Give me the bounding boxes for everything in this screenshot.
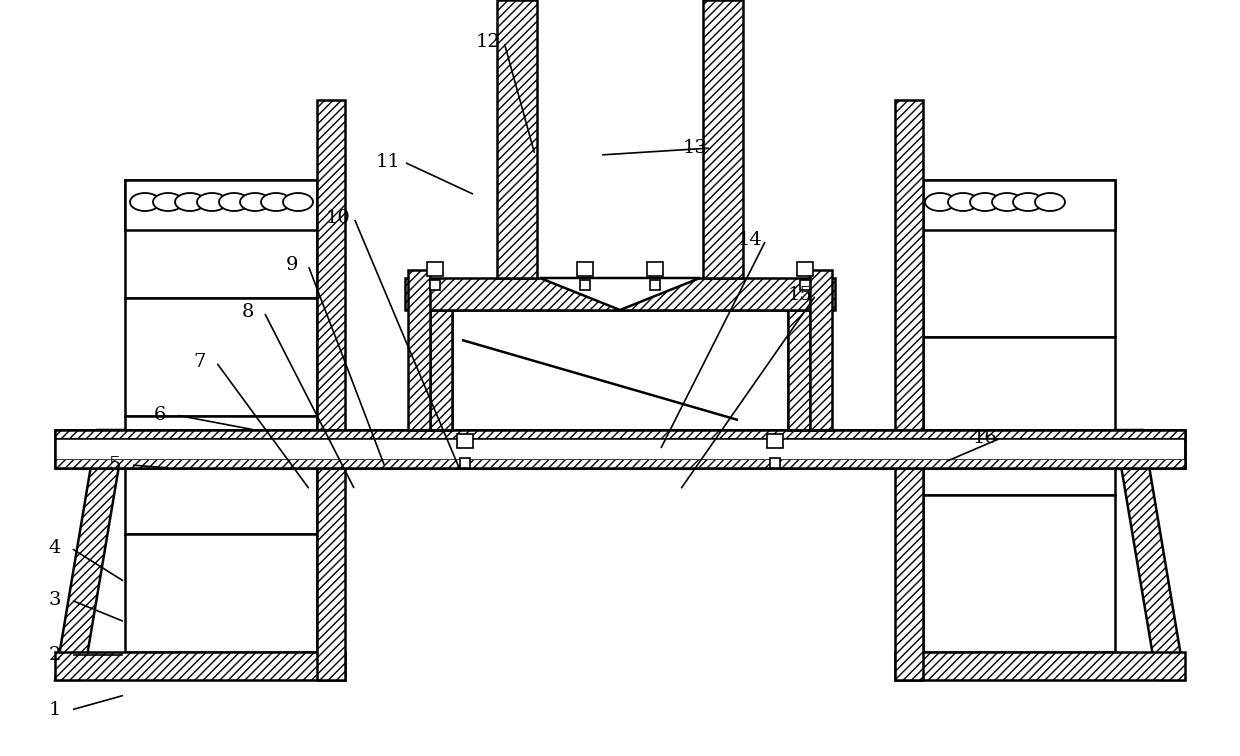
Ellipse shape <box>1013 193 1043 211</box>
Bar <box>453 310 787 430</box>
Bar <box>800 280 810 290</box>
Bar <box>55 430 1185 438</box>
Ellipse shape <box>153 193 184 211</box>
Ellipse shape <box>130 193 160 211</box>
Bar <box>125 180 317 230</box>
Bar <box>703 0 743 278</box>
Ellipse shape <box>970 193 999 211</box>
Text: 4: 4 <box>48 539 61 557</box>
Bar <box>125 416 317 534</box>
Bar <box>55 430 1185 468</box>
Bar <box>787 310 810 430</box>
Ellipse shape <box>925 193 955 211</box>
Ellipse shape <box>1035 193 1065 211</box>
Bar <box>405 278 835 310</box>
Bar <box>125 180 317 298</box>
Bar <box>650 280 660 290</box>
Ellipse shape <box>992 193 1022 211</box>
Bar <box>427 262 443 276</box>
Bar <box>923 180 1115 337</box>
Bar <box>460 458 470 468</box>
Bar <box>923 494 1115 652</box>
Text: 11: 11 <box>376 153 401 171</box>
Bar <box>647 262 663 276</box>
Bar <box>55 652 345 680</box>
Text: 8: 8 <box>242 303 254 321</box>
Text: 10: 10 <box>326 209 351 227</box>
Polygon shape <box>1115 430 1185 680</box>
Bar <box>895 652 1185 680</box>
Polygon shape <box>55 430 125 680</box>
Bar <box>55 430 1185 468</box>
Ellipse shape <box>241 193 270 211</box>
Bar <box>408 270 430 430</box>
Bar <box>125 298 317 416</box>
Text: 5: 5 <box>109 456 122 474</box>
Text: 12: 12 <box>476 33 501 51</box>
Text: 14: 14 <box>738 231 763 249</box>
Bar <box>125 534 317 652</box>
Bar <box>430 280 440 290</box>
Bar <box>458 434 472 448</box>
Bar <box>577 262 593 276</box>
Ellipse shape <box>175 193 205 211</box>
Bar <box>923 337 1115 494</box>
Bar <box>768 434 782 448</box>
Text: 9: 9 <box>285 256 299 274</box>
Text: 6: 6 <box>154 406 166 424</box>
Bar <box>55 460 1185 468</box>
Bar <box>430 310 453 430</box>
Text: 1: 1 <box>48 701 61 719</box>
Text: 15: 15 <box>787 286 812 304</box>
Bar <box>923 180 1115 230</box>
Bar <box>770 458 780 468</box>
Ellipse shape <box>283 193 312 211</box>
Bar <box>895 100 923 680</box>
Ellipse shape <box>260 193 291 211</box>
Ellipse shape <box>219 193 249 211</box>
Ellipse shape <box>197 193 227 211</box>
Text: 2: 2 <box>48 646 61 664</box>
Bar <box>797 262 813 276</box>
Polygon shape <box>539 278 701 310</box>
Bar <box>580 280 590 290</box>
Text: 16: 16 <box>972 429 997 447</box>
Bar <box>497 0 537 278</box>
Bar <box>317 100 345 680</box>
Text: 7: 7 <box>193 353 206 371</box>
Bar <box>56 438 1184 460</box>
Text: 13: 13 <box>682 139 708 157</box>
Bar <box>810 270 832 430</box>
Text: 3: 3 <box>48 591 61 609</box>
Ellipse shape <box>949 193 978 211</box>
